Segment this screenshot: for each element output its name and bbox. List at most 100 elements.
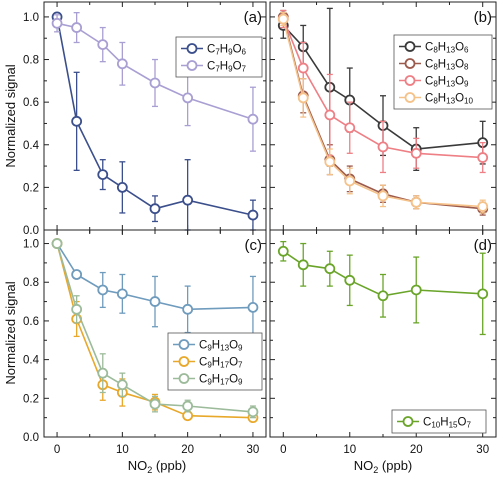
data-point — [297, 92, 309, 104]
x-tick-label: 0 — [54, 444, 60, 456]
y-tick-label: 0.2 — [23, 393, 39, 405]
data-point — [344, 175, 356, 187]
legend-label: C8H13O10 — [425, 93, 473, 106]
data-point — [477, 152, 489, 163]
data-point — [51, 17, 63, 29]
data-point — [71, 303, 83, 315]
legend: C10H15O7 — [391, 409, 487, 434]
legend-marker — [186, 43, 198, 54]
x-tick-label: 30 — [476, 444, 489, 456]
x-axis-title-right: NO2 (ppb) — [354, 458, 413, 475]
y-tick-label: 0.0 — [23, 225, 39, 237]
series-1 — [51, 12, 259, 152]
data-point — [149, 296, 161, 307]
data-point — [149, 77, 161, 89]
data-point — [97, 284, 109, 296]
data-point — [297, 62, 309, 74]
legend-label: C8H13O9 — [425, 76, 469, 89]
data-point — [182, 303, 194, 315]
y-tick-label: 1.0 — [23, 12, 39, 24]
y-tick-label: 0.6 — [23, 316, 39, 328]
series-3 — [277, 12, 489, 214]
x-tick-label: 20 — [410, 444, 423, 456]
legend-marker — [178, 339, 190, 350]
legend-marker — [178, 356, 190, 367]
data-point — [377, 290, 389, 302]
data-point — [71, 115, 83, 127]
legend: C9H13O9 C9H17O7 C9H17O9 — [167, 332, 263, 391]
data-point — [116, 58, 128, 70]
legend: C8H13O6 C8H13O8 C8H13O9 C8H13O10 — [393, 34, 493, 110]
panel-d: 0 10 20 30 (d) C10H15O7 — [269, 229, 497, 456]
legend-label: C7H9O7 — [207, 61, 247, 74]
data-point — [149, 203, 161, 215]
x-tick-label: 10 — [116, 444, 129, 456]
legend-box — [391, 409, 487, 434]
data-point — [247, 209, 259, 221]
legend-label: C8H13O8 — [425, 59, 469, 72]
data-point — [71, 269, 83, 280]
data-point — [182, 400, 194, 412]
series-2 — [51, 238, 259, 419]
x-tick-label: 10 — [343, 444, 356, 456]
data-point — [477, 288, 489, 300]
x-tick-label: 30 — [247, 444, 260, 456]
x-tick-label: 20 — [181, 444, 194, 456]
y-tick-label: 0.6 — [23, 97, 39, 109]
x-axis-title-left: NO2 (ppb) — [128, 458, 187, 475]
panels-layer: 0.0 0.2 0.4 0.6 0.8 1.0 (a) C7H9O6 C7H9O7 (b) C8H1… — [23, 1, 497, 456]
data-point — [97, 39, 109, 51]
panel-label: (d) — [474, 237, 492, 254]
legend-label: C10H15O7 — [423, 417, 471, 430]
data-point — [344, 122, 356, 134]
data-point — [277, 245, 289, 257]
data-point — [247, 113, 259, 125]
legend-label: C9H17O7 — [199, 357, 243, 370]
panel-label: (a) — [244, 9, 262, 26]
data-point — [277, 13, 289, 25]
data-point — [116, 379, 128, 391]
series-line — [56, 243, 253, 419]
legend-label: C7H9O6 — [207, 44, 247, 57]
data-point — [377, 141, 389, 153]
data-point — [324, 263, 336, 275]
y-axis-title-top: Normalized signal — [3, 64, 18, 167]
legend: C7H9O6 C7H9O7 — [175, 36, 263, 78]
data-point — [377, 190, 389, 202]
legend-marker — [404, 58, 416, 69]
series-0 — [277, 240, 489, 336]
y-tick-label: 0.2 — [23, 182, 39, 194]
panel-a: 0.0 0.2 0.4 0.6 0.8 1.0 (a) C7H9O6 C7H9O7 — [23, 1, 267, 237]
data-point — [344, 274, 356, 286]
data-point — [247, 406, 259, 418]
data-point — [324, 109, 336, 121]
series-0 — [51, 238, 259, 339]
data-point — [410, 147, 422, 159]
panel-label: (b) — [474, 9, 492, 26]
y-axis-title-bottom: Normalized signal — [3, 281, 18, 384]
data-point — [51, 238, 63, 249]
series-1 — [51, 238, 259, 424]
data-point — [247, 301, 259, 313]
data-point — [410, 196, 422, 208]
y-tick-label: 0.0 — [23, 432, 39, 444]
legend-label: C9H13O9 — [199, 340, 243, 353]
panel-label: (c) — [245, 237, 263, 254]
data-point — [182, 194, 194, 206]
data-point — [324, 156, 336, 168]
x-tick-label: 0 — [280, 444, 286, 456]
y-tick-label: 1.0 — [23, 239, 39, 251]
series-0 — [51, 11, 259, 231]
data-point — [182, 92, 194, 104]
legend-marker — [178, 373, 190, 384]
legend-label: C8H13O6 — [425, 42, 469, 55]
data-point — [182, 410, 194, 422]
data-point — [116, 288, 128, 300]
legend-marker — [404, 75, 416, 86]
data-point — [116, 181, 128, 193]
data-point — [97, 169, 109, 180]
data-point — [71, 22, 83, 33]
legend-marker — [402, 416, 414, 427]
legend-label: C9H17O9 — [199, 374, 243, 387]
